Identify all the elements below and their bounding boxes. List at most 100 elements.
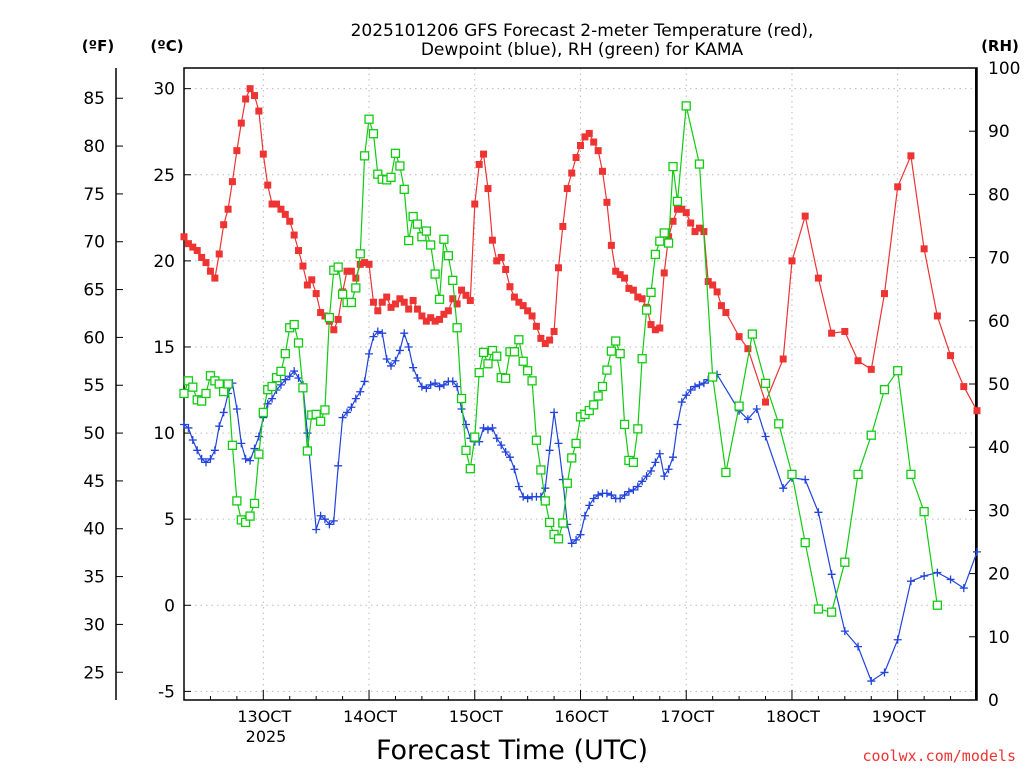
rh-point xyxy=(426,240,436,250)
fahrenheit-tick-label: 65 xyxy=(83,281,105,301)
temp-point xyxy=(431,317,439,325)
dewpoint-point xyxy=(920,572,929,581)
temp-point xyxy=(960,383,968,391)
rh-point xyxy=(602,365,612,375)
dewpoint-point xyxy=(453,382,462,391)
dewpoint-point xyxy=(180,420,188,429)
temp-point xyxy=(356,260,364,268)
rh-point xyxy=(289,319,299,330)
rh-point xyxy=(492,351,502,361)
celsius-tick-label: -5 xyxy=(158,682,175,702)
temp-point xyxy=(184,240,192,248)
rh-point xyxy=(747,329,757,339)
dewpoint-point xyxy=(567,539,576,548)
rh-point xyxy=(355,249,365,259)
rh-point xyxy=(324,312,335,323)
rh-point xyxy=(201,388,211,399)
temp-point xyxy=(365,260,373,268)
dewpoint-point xyxy=(647,466,656,475)
temp-point xyxy=(880,290,888,298)
temp-point xyxy=(651,326,659,334)
temp-point xyxy=(568,169,576,177)
dewpoint-point xyxy=(373,327,382,336)
rh-point xyxy=(465,464,475,474)
axes: -5 0 5 10 15 20 25 30 25 30 35 40 45 50 55 60 65 70 75 80 85… xyxy=(83,59,1020,726)
temp-point xyxy=(422,317,430,325)
dewpoint-point xyxy=(316,511,325,520)
temp-point xyxy=(497,253,505,261)
temp-point xyxy=(334,315,342,323)
celsius-tick-label: 5 xyxy=(164,510,175,530)
temp-point xyxy=(933,312,941,320)
temp-point xyxy=(237,119,245,127)
dewpoint-point xyxy=(320,515,329,524)
temp-point xyxy=(709,281,717,289)
dewpoint-point xyxy=(219,408,228,417)
celsius-tick-label: 15 xyxy=(153,338,175,358)
rh-point xyxy=(628,457,639,468)
temp-point xyxy=(281,210,289,218)
x-axis-title: Forecast Time (UTC) xyxy=(376,735,648,766)
temp-point xyxy=(629,286,637,294)
rh-point xyxy=(276,366,286,377)
dewpoint-point xyxy=(629,485,638,494)
celsius-tick-label: 10 xyxy=(153,424,175,444)
temp-point xyxy=(722,309,730,317)
dewpoint-point xyxy=(417,382,426,391)
x-tick-label: 17OCT xyxy=(660,707,714,726)
temp-point xyxy=(444,307,452,315)
rh-point xyxy=(562,478,572,488)
rh-point xyxy=(787,469,797,480)
dewpoint-point xyxy=(906,577,915,586)
dewpoint-point xyxy=(620,491,629,500)
rh-point xyxy=(879,385,890,395)
temp-point xyxy=(717,302,725,310)
temp-point xyxy=(427,314,435,322)
temp-point xyxy=(687,219,695,227)
dewpoint-point xyxy=(409,363,418,372)
rh-point xyxy=(280,349,290,359)
dewpoint-point xyxy=(294,373,303,382)
rh-point xyxy=(346,297,357,308)
rh-point xyxy=(249,498,260,509)
rh-point xyxy=(218,386,229,397)
dewpoint-point xyxy=(682,391,691,400)
rh-point xyxy=(500,373,511,383)
dewpoint-point xyxy=(616,494,625,503)
fahrenheit-tick-label: 50 xyxy=(83,424,105,444)
rh-point xyxy=(813,604,824,614)
rh-point xyxy=(655,236,665,246)
temp-point xyxy=(330,326,338,334)
dewpoint-point xyxy=(827,570,836,579)
rh-point xyxy=(597,381,608,392)
dewpoint-point xyxy=(585,501,594,510)
dewpoint-point xyxy=(312,525,321,534)
temp-point xyxy=(541,340,549,348)
temp-point xyxy=(801,212,809,220)
temp-point xyxy=(484,185,492,193)
temp-point xyxy=(193,247,201,255)
temp-point xyxy=(647,321,655,329)
temp-point xyxy=(621,274,629,282)
celsius-tick-label: 25 xyxy=(153,166,175,186)
dewpoint-point xyxy=(338,413,347,422)
rh-point xyxy=(364,114,374,124)
rh-point xyxy=(188,382,198,392)
rh-point xyxy=(558,518,568,528)
rh-tick-label: 80 xyxy=(988,185,1010,205)
rh-point xyxy=(589,400,599,410)
dewpoint-point xyxy=(580,511,589,520)
dewpoint-point xyxy=(801,475,810,484)
dewpoint-point xyxy=(660,472,669,481)
temp-point xyxy=(369,298,377,306)
dewpoint-point xyxy=(215,422,224,431)
rh-tick-label: 10 xyxy=(988,628,1010,648)
dewpoint-point xyxy=(497,441,506,450)
dewpoint-point xyxy=(378,329,387,338)
rh-point xyxy=(302,446,313,456)
fahrenheit-tick-label: 55 xyxy=(83,376,105,396)
temp-point xyxy=(418,312,426,320)
rh-point xyxy=(615,349,625,359)
rh-point xyxy=(668,161,678,172)
